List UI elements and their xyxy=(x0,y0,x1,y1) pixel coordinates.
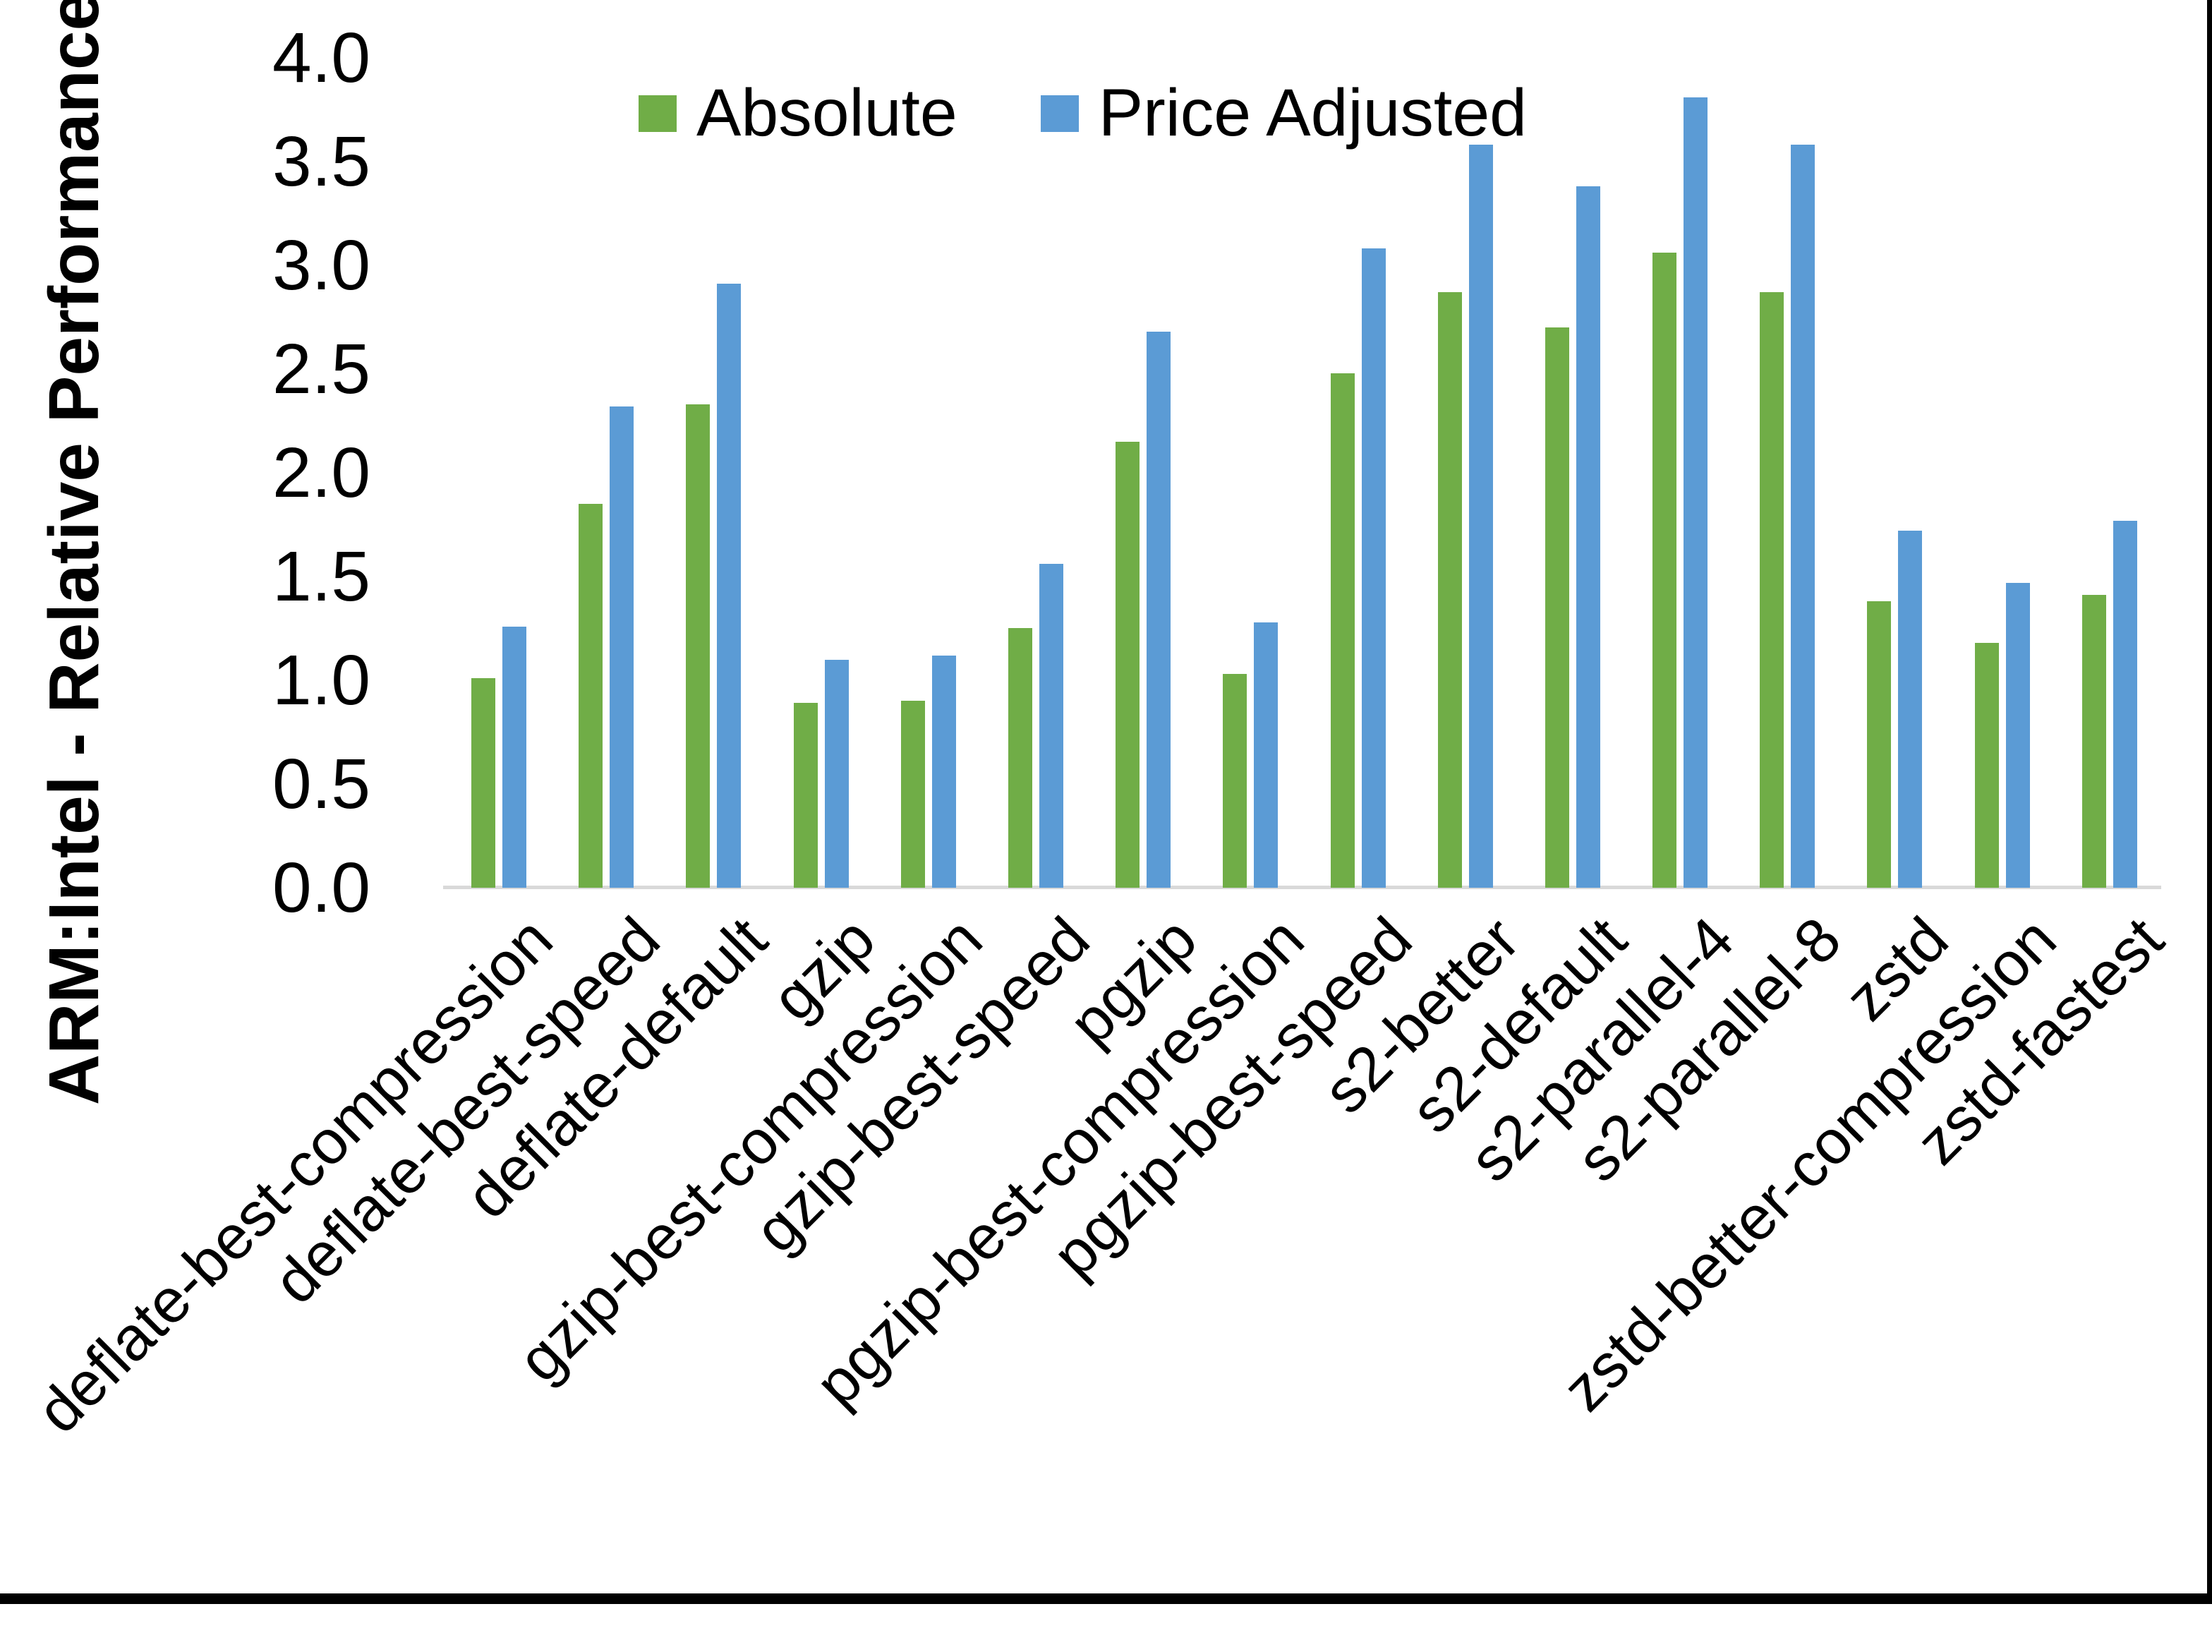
y-tick-label: 2.5 xyxy=(272,330,370,409)
legend: Absolute Price Adjusted xyxy=(639,76,1527,150)
bar-absolute xyxy=(471,678,495,888)
bar-price-adjusted xyxy=(1362,248,1386,888)
bar-absolute xyxy=(1760,292,1784,888)
y-tick-label: 3.5 xyxy=(272,122,370,201)
x-axis-line xyxy=(443,886,2161,889)
bar-price-adjusted xyxy=(1684,97,1708,888)
legend-label-absolute: Absolute xyxy=(696,76,957,150)
bar-absolute xyxy=(1438,292,1462,888)
bar-absolute xyxy=(1975,643,1999,888)
legend-label-price-adjusted: Price Adjusted xyxy=(1098,76,1527,150)
y-tick-label: 0.0 xyxy=(272,848,370,927)
bottom-border xyxy=(0,1593,2212,1604)
bar-absolute xyxy=(1331,373,1355,888)
plot-area xyxy=(443,97,2161,889)
bar-absolute xyxy=(2082,595,2106,888)
bar-price-adjusted xyxy=(1469,145,1493,888)
bar-absolute xyxy=(686,404,710,888)
bar-price-adjusted xyxy=(610,406,634,888)
bar-absolute xyxy=(1116,442,1140,888)
y-tick-label: 4.0 xyxy=(272,18,370,97)
bar-absolute xyxy=(1545,327,1569,888)
bar-absolute xyxy=(1867,601,1891,888)
chart-canvas: ARM:Intel - Relative Performance 0.0 0.5 1… xyxy=(0,0,2212,1604)
y-tick-label: 0.5 xyxy=(272,744,370,824)
legend-swatch-absolute xyxy=(639,95,677,132)
bar-price-adjusted xyxy=(502,627,526,888)
bar-absolute xyxy=(1652,253,1676,888)
right-border xyxy=(2207,0,2212,1604)
bar-price-adjusted xyxy=(932,656,956,888)
bar-price-adjusted xyxy=(717,284,741,888)
bar-price-adjusted xyxy=(1898,531,1922,888)
legend-swatch-price-adjusted xyxy=(1040,95,1079,132)
bar-absolute xyxy=(901,701,925,888)
bar-price-adjusted xyxy=(2113,521,2137,888)
y-tick-label: 1.0 xyxy=(272,641,370,720)
bar-price-adjusted xyxy=(1576,186,1600,888)
bar-price-adjusted xyxy=(1039,564,1063,888)
bar-price-adjusted xyxy=(1147,332,1171,888)
bar-absolute xyxy=(794,703,818,888)
bar-price-adjusted xyxy=(1254,622,1278,888)
y-tick-label: 1.5 xyxy=(272,537,370,616)
y-tick-label: 2.0 xyxy=(272,433,370,512)
bar-absolute xyxy=(1223,674,1247,888)
bar-price-adjusted xyxy=(1791,145,1815,888)
bar-price-adjusted xyxy=(825,660,849,888)
y-tick-label: 3.0 xyxy=(272,226,370,305)
bar-absolute xyxy=(1008,628,1032,888)
bar-absolute xyxy=(579,504,603,888)
bar-price-adjusted xyxy=(2006,583,2030,888)
